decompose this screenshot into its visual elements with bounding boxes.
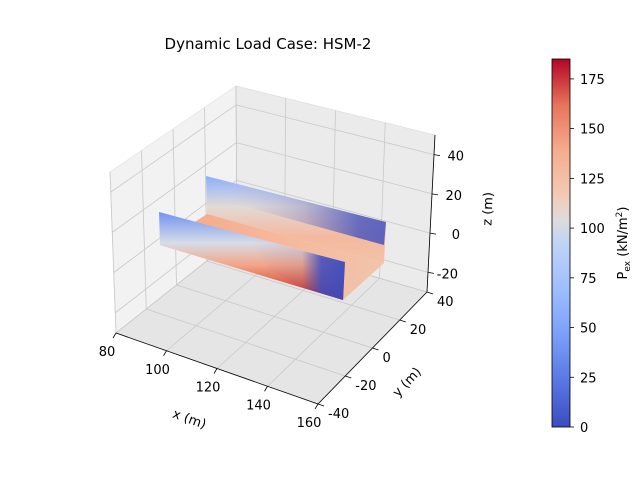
y-tick-label: 20 <box>410 323 427 338</box>
colorbar-label: Pex (kN/m2) <box>615 207 633 280</box>
x-tick-label: 160 <box>297 416 322 431</box>
colorbar-gradient <box>552 59 570 427</box>
z-tick-mark <box>434 155 440 156</box>
colorbar-tick-label: 150 <box>580 123 605 138</box>
x-tick-label: 80 <box>99 345 116 360</box>
y-tick-label: 0 <box>383 351 391 366</box>
y-tick-mark <box>400 320 406 322</box>
x-axis-label: x (m) <box>170 407 208 433</box>
x-tick-mark <box>113 333 116 338</box>
chart-title: Dynamic Load Case: HSM-2 <box>165 35 372 53</box>
y-tick-mark <box>345 376 351 378</box>
colorbar-ticks: 0 25 50 75 100 125 150 175 <box>570 73 605 436</box>
colorbar-tick-label: 75 <box>580 272 597 287</box>
colorbar-tick-label: 125 <box>580 172 605 187</box>
y-tick-mark <box>318 404 324 406</box>
x-tick-mark <box>214 369 217 374</box>
z-axis-label: z (m) <box>480 192 496 226</box>
x-tick-label: 140 <box>246 398 271 413</box>
y-tick-mark <box>373 348 379 350</box>
z-tick-mark <box>430 233 436 234</box>
z-tick-mark <box>432 194 438 195</box>
x-tick-label: 100 <box>145 363 170 378</box>
z-tick-label: 40 <box>447 150 464 165</box>
colorbar-tick-label: 175 <box>580 73 605 88</box>
z-tick-label: 0 <box>452 228 460 243</box>
z-tick-label: -20 <box>437 267 458 282</box>
y-tick-label: -40 <box>328 407 349 422</box>
colorbar-tick-label: 50 <box>580 322 597 337</box>
x-tick-mark <box>164 351 167 356</box>
colorbar-tick-label: 100 <box>580 222 605 237</box>
z-tick-label: 20 <box>445 189 462 204</box>
colorbar-tick-label: 25 <box>580 371 597 386</box>
colorbar-tick-label: 0 <box>580 421 588 436</box>
y-tick-label: -20 <box>355 379 376 394</box>
x-tick-mark <box>265 386 268 391</box>
x-tick-label: 120 <box>196 381 221 396</box>
colorbar: 0 25 50 75 100 125 150 175 Pex (kN/m2) <box>552 59 633 436</box>
y-tick-label: 40 <box>437 295 454 310</box>
y-axis-label: y (m) <box>390 365 425 401</box>
x-tick-mark <box>315 404 318 409</box>
z-tick-mark <box>428 272 434 273</box>
y-tick-mark <box>427 292 433 294</box>
